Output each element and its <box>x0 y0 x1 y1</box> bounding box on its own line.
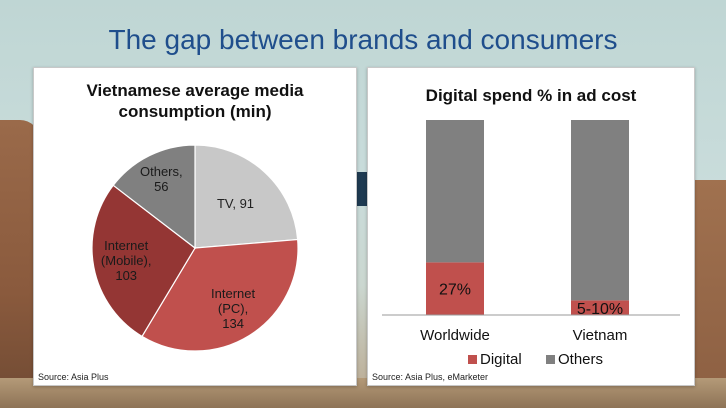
pie-chart-title-line-2: consumption (min) <box>118 102 272 121</box>
legend-swatch <box>546 355 555 364</box>
pie-slice-label: Internet <box>211 286 255 301</box>
pie-slice <box>112 144 196 250</box>
pie-slice-label: Internet <box>104 238 148 253</box>
pie-slice-label: (PC), <box>218 301 248 316</box>
pie-chart: TV, 91Internet(PC),134Internet(Mobile),1… <box>91 144 299 352</box>
x-tick-label: Worldwide <box>420 327 490 344</box>
background-rock-right <box>690 180 726 408</box>
pie-chart-panel: Vietnamese average media consumption (mi… <box>33 67 357 386</box>
pie-slice-label: Others, <box>140 164 183 179</box>
pie-slice-label: (Mobile), <box>101 253 152 268</box>
bar-chart-source: Source: Asia Plus, eMarketer <box>372 372 489 382</box>
legend-label: Digital <box>480 351 522 368</box>
bar-data-label: 5-10% <box>577 301 623 318</box>
pie-chart-title-line-1: Vietnamese average media <box>86 81 304 100</box>
bar-chart-title: Digital spend % in ad cost <box>425 86 637 105</box>
x-tick-label: Vietnam <box>573 327 628 344</box>
bar-chart-panel: Digital spend % in ad cost 27% Worldwide 5… <box>367 67 695 386</box>
pie-slice <box>91 184 196 338</box>
pie-chart-source: Source: Asia Plus <box>38 372 109 382</box>
pie-slice <box>194 144 299 249</box>
slide-title: The gap between brands and consumers <box>108 24 618 55</box>
pie-slice-label: 134 <box>222 316 244 331</box>
pie-slice <box>141 238 299 352</box>
bar-segment <box>571 300 629 316</box>
legend-swatch <box>468 355 477 364</box>
bar-segment <box>426 120 484 263</box>
bar-segment <box>571 120 629 301</box>
pie-slice-label: TV, 91 <box>217 196 254 211</box>
bar-data-label: 27% <box>439 282 471 299</box>
stacked-bar-chart: 27% Worldwide 5-10% Vietnam Digital Others <box>382 120 680 368</box>
pie-slice-label: 103 <box>115 268 137 283</box>
bar-segment <box>426 262 484 315</box>
legend-label: Others <box>558 351 603 368</box>
pie-slice-label: 56 <box>154 179 168 194</box>
